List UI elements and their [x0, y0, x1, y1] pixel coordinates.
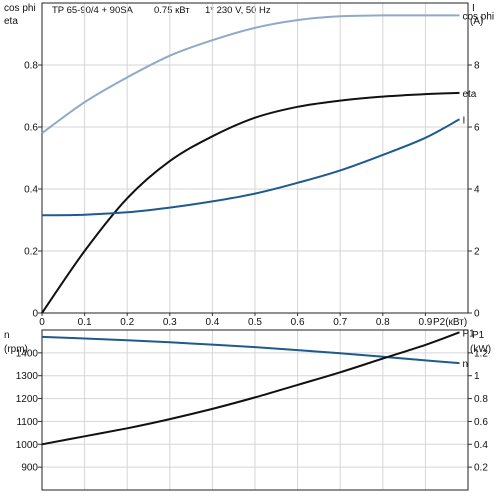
- x-tick-label: 0.5: [248, 317, 262, 328]
- top-right-axis-label-top: I: [472, 3, 475, 14]
- bottom-left-axis-label-top: n: [4, 330, 10, 341]
- right-tick-label: 0: [474, 309, 480, 320]
- left-tick-label: 1100: [16, 417, 38, 428]
- left-tick-label: 1400: [16, 348, 39, 359]
- plot-frame: [41, 2, 469, 314]
- left-tick-label: 0.8: [24, 61, 38, 72]
- header-power: 0.75 кВт: [154, 5, 190, 16]
- bottom-right-axis-label-top: P1: [472, 330, 485, 341]
- series-label-cos-phi: cos phi: [462, 11, 494, 22]
- x-tick-label: 0.3: [163, 317, 177, 328]
- series-label-p1: P1: [462, 328, 475, 339]
- x-tick-label: 0: [39, 317, 45, 328]
- series-line-p1: [41, 331, 460, 446]
- series-label-i: I: [462, 115, 465, 126]
- series-line-i: [41, 118, 460, 217]
- header-supply: 1* 230 V, 50 Hz: [205, 5, 271, 16]
- x-tick-label: 0.4: [205, 317, 219, 328]
- series-label-eta: eta: [462, 89, 476, 100]
- x-tick-label: 0.6: [291, 317, 305, 328]
- left-tick-label: 0.6: [24, 123, 38, 134]
- left-tick-label: 0.4: [24, 185, 38, 196]
- top-left-axis-label-bottom: eta: [4, 16, 18, 27]
- right-tick-label: 0.2: [474, 463, 488, 474]
- right-tick-label: 8: [474, 61, 480, 72]
- bottom-right-axis-label-bottom: (kW): [470, 344, 491, 355]
- x-tick-label: 0.2: [120, 317, 134, 328]
- left-tick-label: 1000: [16, 440, 39, 451]
- series-label-n: n: [462, 359, 468, 370]
- left-tick-label: 0: [32, 309, 38, 320]
- series-line-eta: [41, 91, 460, 314]
- plot-frame: [41, 329, 469, 491]
- header-model: TP 65-90/4 + 90SA: [52, 5, 134, 16]
- x-tick-label: 0.1: [78, 317, 92, 328]
- right-tick-label: 0.4: [474, 440, 488, 451]
- left-tick-label: 1300: [16, 371, 39, 382]
- top-left-axis-label-top: cos phi: [4, 3, 36, 14]
- right-tick-label: 0.8: [474, 394, 488, 405]
- x-tick-label: 0.8: [376, 317, 390, 328]
- x-tick-label: 0.9: [418, 317, 432, 328]
- top-right-axis-label-bottom: (A): [470, 16, 483, 27]
- left-tick-label: 900: [21, 463, 38, 474]
- top-plot: 0 0.2 0.4 0.6 0.8 0 2 4 6 8 0 0.1 0.2 0.3 0.4 0.5 0.6 0.7…: [24, 2, 494, 328]
- right-tick-label: 0.6: [474, 417, 488, 428]
- left-tick-label: 0.2: [24, 247, 38, 258]
- right-tick-label: 4: [474, 185, 480, 196]
- right-tick-label: 1: [474, 371, 480, 382]
- bottom-left-axis-label-bottom: (rpm): [4, 344, 28, 355]
- right-tick-label: 1.2: [474, 348, 488, 359]
- bottom-plot: 900 1000 1100 1200 1300 1400 0.2 0.4 0.6 0.8 1 1.2 n…: [16, 328, 488, 491]
- right-tick-label: 2: [474, 247, 480, 258]
- right-tick-label: 6: [474, 123, 480, 134]
- series-line-cos-phi: [41, 14, 460, 135]
- x-axis-label: P2(кВт): [433, 317, 467, 328]
- x-tick-label: 0.7: [333, 317, 347, 328]
- series-line-n: [41, 335, 460, 365]
- left-tick-label: 1200: [16, 394, 39, 405]
